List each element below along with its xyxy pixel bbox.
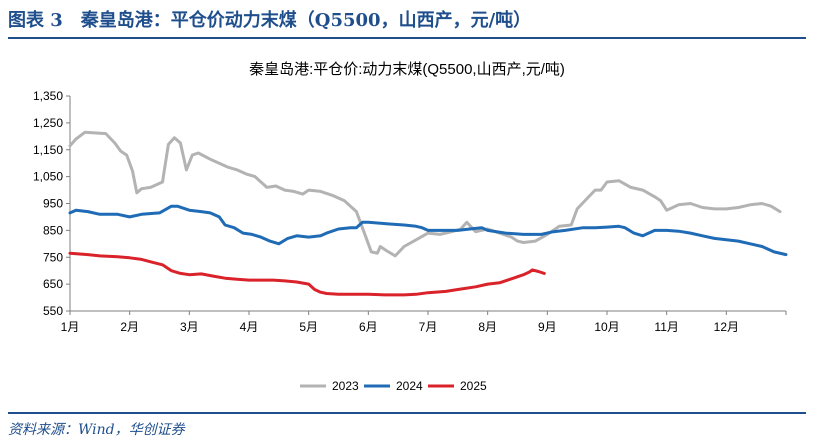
x-tick-label: 3月	[180, 320, 199, 334]
y-tick-label: 1,150	[33, 143, 63, 157]
figure-title: 图表 3 秦皇岛港：平仓价动力末煤（Q5500，山西产，元/吨）	[8, 10, 532, 31]
x-tick-label: 12月	[714, 320, 739, 334]
x-tick-label: 5月	[299, 320, 318, 334]
report-header: 图表 3 秦皇岛港：平仓价动力末煤（Q5500，山西产，元/吨）	[0, 0, 814, 40]
chart-area: 秦皇岛港:平仓价:动力末煤(Q5500,山西产,元/吨) 550 650 750 85…	[0, 40, 814, 410]
legend-label-2023: 2023	[332, 379, 359, 393]
series-line-2023	[68, 130, 782, 258]
x-tick-label: 2月	[120, 320, 139, 334]
y-tick-label: 1,250	[33, 116, 63, 130]
x-tick-label: 7月	[419, 320, 438, 334]
y-tick-label: 950	[43, 197, 63, 211]
line-chart: 秦皇岛港:平仓价:动力末煤(Q5500,山西产,元/吨) 550 650 750 85…	[33, 61, 788, 393]
footer-divider	[8, 412, 806, 414]
x-tick-label: 8月	[478, 320, 497, 334]
series-lines	[68, 130, 788, 297]
y-tick-label: 1,050	[33, 170, 63, 184]
header-divider	[8, 37, 806, 39]
x-tick-label: 10月	[594, 320, 619, 334]
axes: 550 650 750 850 950 1,050 1,150 1,250 1,350 1月 2月 3…	[33, 89, 787, 334]
y-tick-label: 750	[43, 250, 63, 264]
x-tick-label: 11月	[654, 320, 678, 334]
series-line-2024	[68, 204, 788, 257]
x-tick-label: 1月	[61, 320, 80, 334]
legend-label-2025: 2025	[460, 379, 487, 393]
x-tick-label: 4月	[240, 320, 259, 334]
data-source: 资料来源：Wind，华创证券	[8, 422, 185, 438]
y-tick-label: 650	[43, 277, 63, 291]
y-tick-label: 550	[43, 304, 63, 318]
x-tick-label: 9月	[538, 320, 557, 334]
legend-label-2024: 2024	[396, 379, 423, 393]
x-tick-label: 6月	[359, 320, 378, 334]
series-line-2025	[68, 251, 546, 297]
chart-title: 秦皇岛港:平仓价:动力末煤(Q5500,山西产,元/吨)	[249, 61, 565, 78]
legend: 2023 2024 2025	[300, 379, 487, 393]
y-tick-label: 850	[43, 223, 63, 237]
y-tick-label: 1,350	[33, 89, 63, 103]
